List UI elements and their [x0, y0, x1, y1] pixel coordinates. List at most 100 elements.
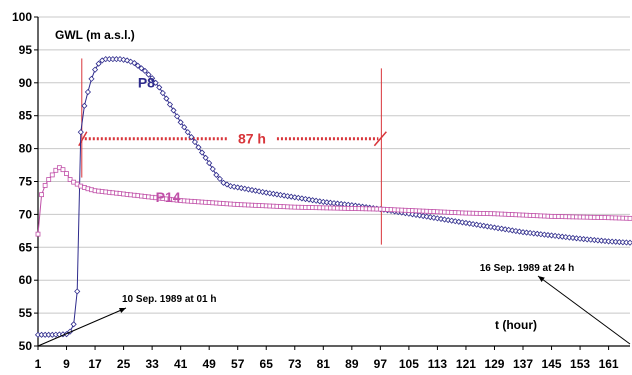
- y-tick-label: 85: [19, 109, 33, 123]
- data-point: [537, 231, 544, 238]
- data-point: [448, 217, 455, 224]
- data-point: [491, 224, 498, 231]
- y-tick-label: 65: [19, 240, 33, 254]
- data-point: [263, 189, 270, 196]
- data-point: [134, 62, 141, 69]
- data-point: [427, 214, 434, 221]
- y-tick-label: 55: [19, 306, 33, 320]
- data-point: [46, 177, 52, 182]
- x-tick-label: 145: [542, 357, 562, 371]
- data-point: [70, 321, 77, 328]
- data-point: [81, 102, 88, 109]
- start-note: 10 Sep. 1989 at 01 h: [122, 294, 217, 305]
- data-point: [327, 199, 334, 206]
- x-tick-label: 33: [145, 357, 159, 371]
- data-point: [434, 215, 441, 222]
- data-point: [330, 200, 338, 207]
- data-point: [206, 160, 213, 167]
- data-point: [245, 186, 252, 193]
- data-point: [159, 89, 166, 97]
- y-axis-label: GWL (m a.s.l.): [55, 28, 135, 42]
- x-tick-label: 65: [260, 357, 274, 371]
- data-point: [323, 199, 330, 206]
- data-point: [573, 235, 580, 242]
- data-point: [477, 222, 484, 229]
- data-point: [234, 184, 241, 191]
- data-point: [213, 171, 220, 178]
- data-point: [191, 138, 198, 146]
- data-point: [459, 219, 466, 226]
- data-point: [181, 124, 188, 131]
- data-point: [35, 231, 41, 237]
- data-point: [519, 229, 527, 236]
- data-point: [64, 171, 69, 177]
- data-point: [91, 66, 99, 73]
- duration-tick-end: [373, 131, 387, 147]
- data-point: [559, 233, 566, 240]
- data-point: [231, 183, 238, 190]
- x-tick-label: 57: [231, 357, 245, 371]
- x-tick-label: 25: [117, 357, 131, 371]
- data-point: [627, 215, 632, 221]
- data-point: [152, 79, 159, 86]
- data-point: [67, 177, 73, 182]
- data-point: [266, 190, 273, 197]
- series-group: [34, 56, 632, 338]
- data-point: [420, 212, 427, 220]
- data-point: [53, 167, 59, 173]
- data-point: [84, 88, 91, 96]
- data-point: [320, 198, 327, 205]
- data-point: [124, 57, 131, 64]
- y-axis-ticks: 50 55 60 65 70 75 80 85 90 95 100: [12, 10, 38, 353]
- data-point: [498, 225, 505, 232]
- x-tick-label: 9: [63, 357, 70, 371]
- x-tick-label: 89: [345, 357, 359, 371]
- data-point: [156, 84, 163, 91]
- x-tick-label: 121: [456, 357, 476, 371]
- data-point: [184, 129, 191, 136]
- x-tick-label: 41: [174, 357, 188, 371]
- data-point: [523, 229, 530, 236]
- data-point: [74, 288, 81, 295]
- data-point: [170, 107, 177, 114]
- data-point: [198, 149, 206, 156]
- y-tick-label: 70: [19, 207, 33, 221]
- data-point: [452, 218, 459, 225]
- series-label-p14: P14: [156, 189, 181, 205]
- data-point: [216, 175, 223, 182]
- data-point: [544, 231, 552, 239]
- data-point: [505, 226, 512, 233]
- data-point: [149, 75, 156, 82]
- data-point: [174, 113, 181, 120]
- data-point: [480, 222, 487, 229]
- x-tick-label: 161: [599, 357, 619, 371]
- data-point: [202, 154, 209, 161]
- data-point: [423, 213, 430, 220]
- y-tick-label: 90: [19, 76, 33, 90]
- data-point: [177, 119, 184, 126]
- data-point: [552, 232, 559, 239]
- data-point: [141, 67, 149, 75]
- data-point: [259, 188, 266, 196]
- duration-label: 87 h: [238, 131, 266, 147]
- y-tick-label: 95: [19, 43, 33, 57]
- data-point: [188, 134, 195, 141]
- data-point: [562, 234, 569, 241]
- x-tick-label: 129: [484, 357, 504, 371]
- data-point: [88, 75, 95, 82]
- x-tick-label: 17: [88, 357, 102, 371]
- data-point: [466, 220, 473, 227]
- y-tick-label: 75: [19, 175, 33, 189]
- series-label-p8: P8: [138, 74, 155, 90]
- x-tick-label: 137: [513, 357, 533, 371]
- data-point: [555, 233, 562, 240]
- y-tick-label: 80: [19, 142, 33, 156]
- data-point: [437, 215, 445, 222]
- data-point: [473, 221, 480, 228]
- end-note-arrow-head: [538, 276, 545, 283]
- data-point: [77, 129, 84, 136]
- data-point: [39, 192, 44, 198]
- y-tick-label: 100: [12, 10, 32, 24]
- x-tick-label: 97: [374, 357, 388, 371]
- data-point: [530, 230, 537, 237]
